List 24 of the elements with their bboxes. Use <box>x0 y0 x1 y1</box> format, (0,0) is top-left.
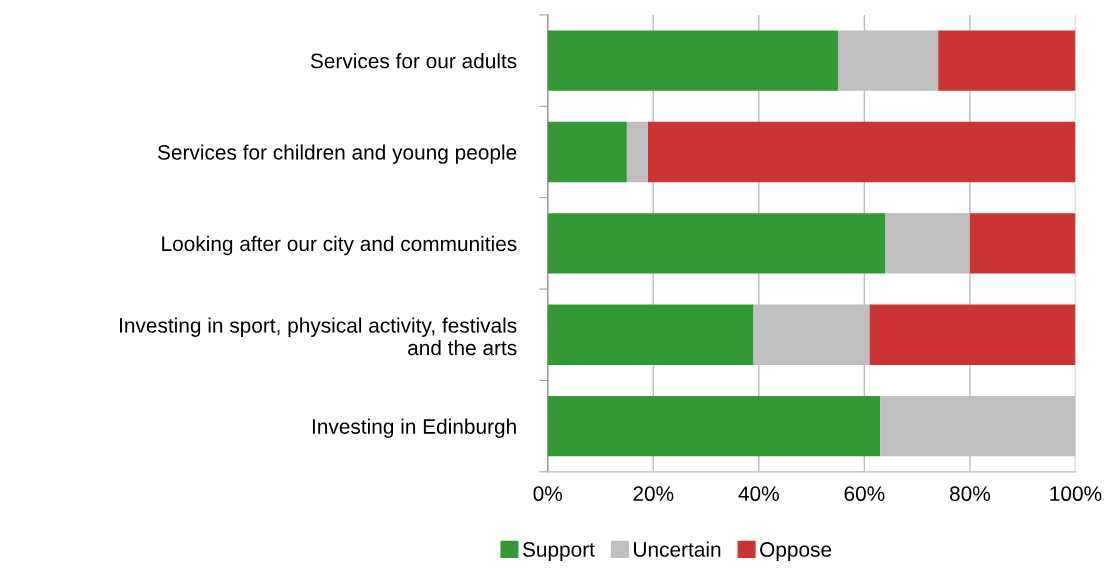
y-tick-label: Investing in sport, physical activity, festivals and the arts <box>120 317 517 356</box>
y-tick-label: Services for children and young people <box>157 144 517 164</box>
x-tick-label: 40% <box>738 486 779 502</box>
y-tick-label: Investing in Edinburgh <box>312 418 516 439</box>
bar <box>869 304 1076 365</box>
bar <box>938 30 1076 91</box>
bar <box>647 121 1076 183</box>
legend-label: Oppose <box>760 542 832 561</box>
x-tick-label: 80% <box>949 486 991 502</box>
bar <box>547 304 754 365</box>
bar <box>547 395 881 457</box>
bar <box>547 121 627 183</box>
legend-label: Support <box>522 542 595 561</box>
legend-label: Uncertain <box>634 541 721 557</box>
x-tick-label: 60% <box>844 486 885 502</box>
x-tick-label: 0% <box>533 486 563 502</box>
bar <box>547 30 838 91</box>
bar <box>626 121 648 183</box>
bar <box>547 213 886 274</box>
y-tick-label: Services for our adults <box>310 53 517 69</box>
y-tick-label: Looking after our city and communities <box>162 235 517 256</box>
x-tick-label: 100% <box>1050 486 1102 502</box>
bar <box>969 213 1076 274</box>
x-tick-label: 20% <box>633 486 674 502</box>
